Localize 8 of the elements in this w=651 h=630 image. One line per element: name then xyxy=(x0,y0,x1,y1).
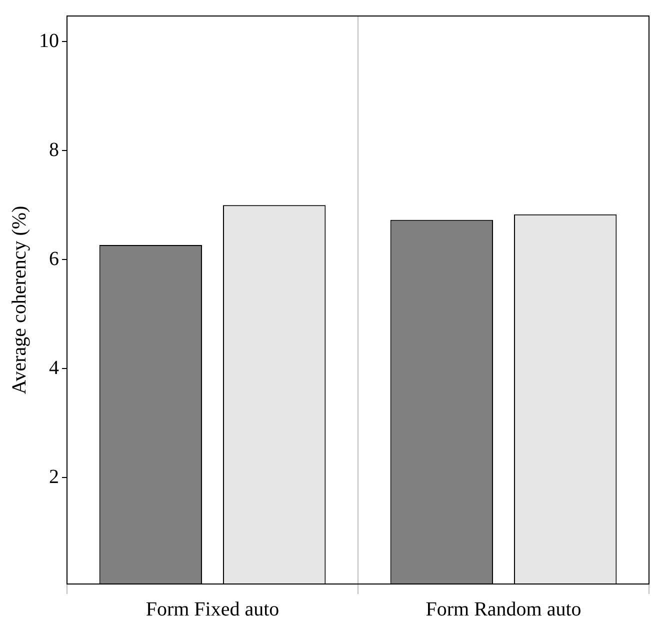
y-axis-title: Average coherency (%) xyxy=(8,206,30,394)
y-tick-label: 2 xyxy=(49,466,59,488)
y-tick-label: 6 xyxy=(49,248,59,270)
y-tick-label: 8 xyxy=(49,138,59,161)
y-tick-label: 4 xyxy=(49,356,59,379)
x-tick-label: Form Random auto xyxy=(426,598,582,620)
x-tick-label: Form Fixed auto xyxy=(146,598,280,620)
y-tick-label: 10 xyxy=(39,30,59,52)
